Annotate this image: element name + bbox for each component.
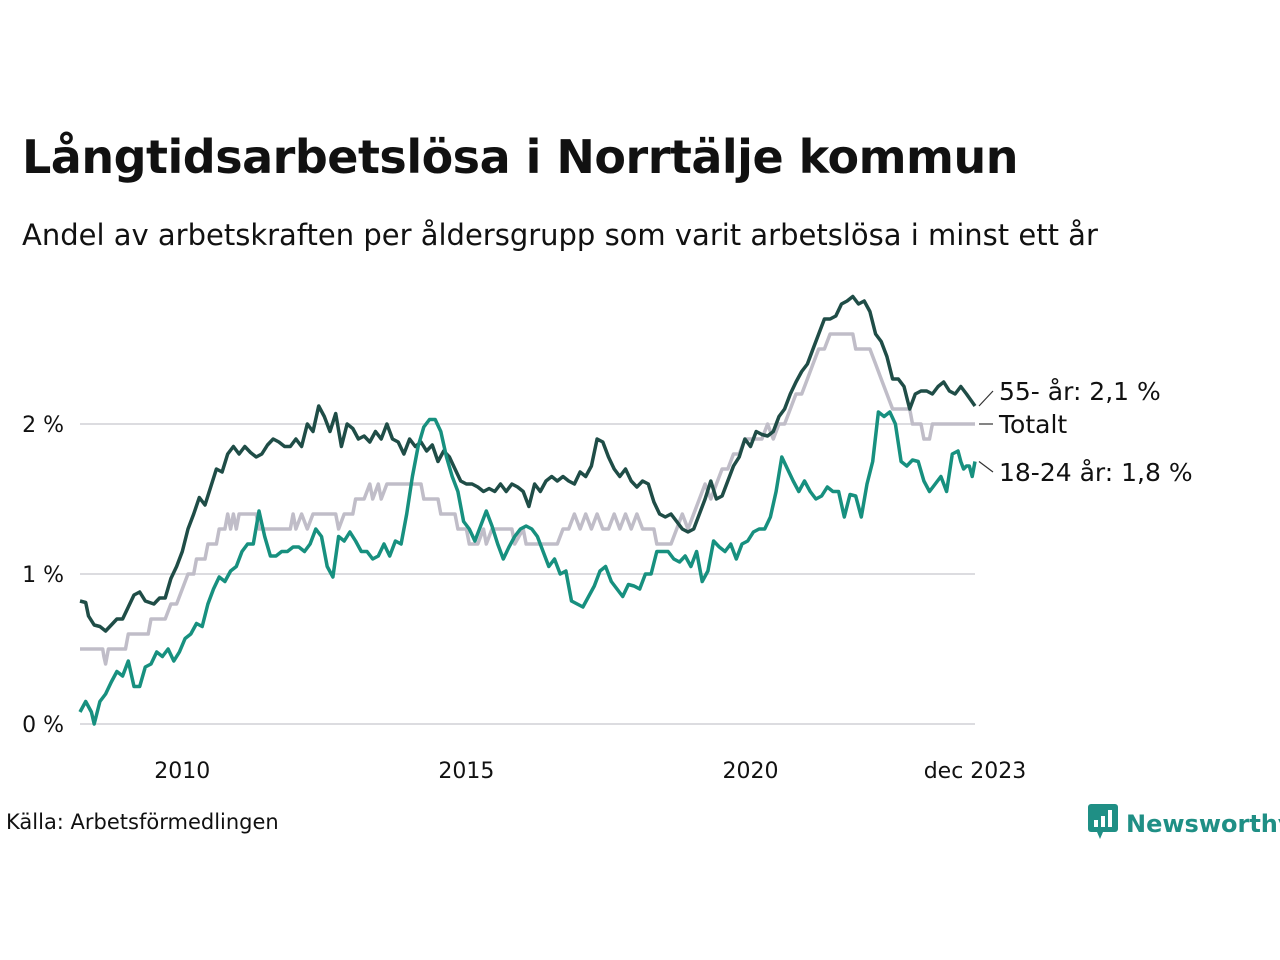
source-note: Källa: Arbetsförmedlingen — [6, 810, 279, 834]
y-tick-label: 0 % — [22, 713, 64, 738]
series-label-leader — [978, 461, 994, 473]
y-tick-label: 2 % — [22, 413, 64, 438]
x-tick-label: 2015 — [438, 759, 494, 784]
series-label-young: 18-24 år: 1,8 % — [999, 458, 1193, 487]
series-label-leader — [978, 390, 994, 407]
chart-subtitle: Andel av arbetskraften per åldersgrupp s… — [22, 218, 1098, 252]
x-tick-label: 2020 — [723, 759, 779, 784]
series-line-young — [78, 410, 977, 726]
chart-title: Långtidsarbetslösa i Norrtälje kommun — [22, 130, 1018, 184]
y-tick-label: 1 % — [22, 563, 64, 588]
series-label-total: Totalt — [998, 410, 1067, 439]
x-axis-ticks: 2010 2015 2020 dec 2023 — [154, 759, 1026, 784]
gridlines — [80, 423, 975, 725]
brand-name: Newsworthy — [1126, 810, 1280, 838]
brand-logo[interactable]: Newsworthy — [1088, 804, 1280, 844]
series-label-older: 55- år: 2,1 % — [999, 377, 1161, 406]
series-lines — [78, 294, 977, 726]
newsworthy-logo-icon — [1088, 804, 1118, 844]
series-line-older — [79, 294, 977, 633]
x-tick-label: dec 2023 — [924, 759, 1027, 784]
x-tick-label: 2010 — [154, 759, 210, 784]
series-labels: Totalt 55- år: 2,1 % 18-24 år: 1,8 % — [978, 377, 1193, 487]
y-axis-ticks: 0 % 1 % 2 % — [22, 413, 64, 738]
